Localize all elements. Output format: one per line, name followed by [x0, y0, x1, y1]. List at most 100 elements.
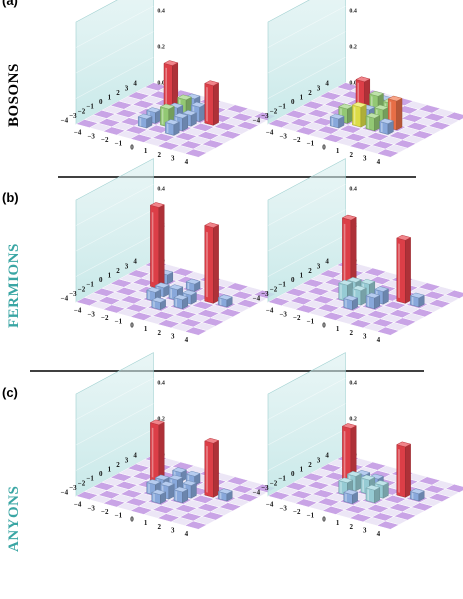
- x-tick-label: 2: [157, 523, 161, 531]
- y-tick-label: −1: [86, 475, 94, 483]
- bar-face-top: [346, 471, 362, 477]
- wall-gridline: [75, 403, 154, 446]
- x-tick-label: −1: [307, 318, 315, 326]
- bar-face-top: [387, 95, 403, 102]
- x-tick-label: 2: [349, 329, 353, 337]
- bar-face-top: [181, 480, 198, 486]
- bar-face-side: [158, 204, 165, 289]
- bar-blue: [164, 119, 180, 136]
- bar-face-front: [365, 487, 375, 504]
- bar-blue: [329, 113, 345, 129]
- bar-red: [396, 441, 412, 498]
- y-tick-label: 1: [108, 272, 112, 280]
- z-tick-label: 0.4: [157, 381, 165, 387]
- x-tick-label: 2: [157, 151, 161, 159]
- bar-face-top: [163, 60, 179, 66]
- bar-face-top: [168, 474, 184, 481]
- bar-highlight: [139, 117, 142, 126]
- bar-red: [341, 214, 357, 289]
- x-tick-label: 1: [336, 519, 340, 527]
- bar-blue: [151, 297, 167, 311]
- y-tick-label: 2: [116, 89, 120, 97]
- bar-highlight: [206, 231, 208, 298]
- x-tick-label: 2: [349, 151, 353, 159]
- x-tick-label: 3: [363, 333, 367, 341]
- x-tick-label: −4: [266, 307, 274, 315]
- bar-face-front: [352, 104, 362, 128]
- x-tick-label: 0: [130, 515, 134, 523]
- bar-highlight: [340, 284, 342, 299]
- y-tick-label: −1: [86, 103, 94, 111]
- bar-face-top: [185, 93, 201, 100]
- x-tick-label: −3: [279, 132, 287, 140]
- bar-red: [396, 234, 412, 304]
- bar-face-top: [396, 234, 412, 241]
- bar-highlight: [187, 282, 190, 290]
- z-tick-label: 0.4: [157, 9, 165, 15]
- panel-letter-c: (c): [2, 385, 18, 400]
- bar-blue: [343, 295, 359, 311]
- bar-face-top: [360, 278, 376, 285]
- y-tick-label: −2: [270, 479, 278, 487]
- bar-highlight: [367, 489, 369, 501]
- x-tick-label: −1: [307, 512, 315, 520]
- x-tick-label: 1: [336, 325, 340, 333]
- x-tick-label: −1: [115, 318, 123, 326]
- y-tick-label: 2: [308, 89, 312, 97]
- y-tick-label: 2: [308, 267, 312, 275]
- bar-face-top: [338, 279, 354, 286]
- bar-blue: [343, 489, 359, 505]
- x-tick-label: −2: [293, 136, 301, 144]
- bar-red: [149, 202, 165, 289]
- bar-face-top: [185, 278, 201, 285]
- y-tick-label: −3: [261, 484, 269, 492]
- x-tick-label: 4: [377, 158, 381, 166]
- bar-highlight: [345, 493, 347, 502]
- bar-face-top: [204, 80, 220, 86]
- bar-face-top: [351, 101, 367, 108]
- bar-face-top: [149, 419, 165, 426]
- bar-face-side: [213, 82, 219, 126]
- x-tick-label: −4: [74, 501, 82, 509]
- bar-highlight: [219, 298, 222, 306]
- y-tick-label: −3: [261, 290, 269, 298]
- x-tick-label: −2: [293, 508, 301, 516]
- wall-gridline: [75, 209, 154, 252]
- bar-face-top: [373, 480, 390, 486]
- x-tick-label: 1: [144, 147, 148, 155]
- y-tick-label: −2: [78, 107, 86, 115]
- bar-face-top: [151, 297, 167, 303]
- row-label-fermions: FERMIONS: [6, 243, 22, 328]
- wall-gridline: [267, 56, 346, 99]
- bar-face-top: [146, 479, 162, 485]
- x-tick-label: −2: [293, 314, 301, 322]
- wall-gridline: [75, 56, 154, 99]
- bar-face-side: [213, 224, 219, 304]
- bar-red: [341, 423, 357, 483]
- x-tick-label: −3: [87, 504, 95, 512]
- x-tick-label: 3: [363, 527, 367, 535]
- bar-highlight: [340, 481, 342, 494]
- y-tick-label: 2: [116, 461, 120, 469]
- bar-highlight: [411, 296, 414, 305]
- bar-face-front: [150, 204, 160, 289]
- y-tick-label: −3: [69, 290, 77, 298]
- bar-highlight: [367, 117, 369, 129]
- x-tick-label: −3: [279, 504, 287, 512]
- bar-highlight: [151, 212, 154, 283]
- z-tick-label: 0.4: [349, 381, 357, 387]
- bar-face-front: [204, 225, 214, 304]
- y-tick-label: −1: [278, 103, 286, 111]
- y-tick-label: −1: [278, 281, 286, 289]
- x-tick-label: −4: [266, 501, 274, 509]
- bar-red: [204, 222, 220, 304]
- y-tick-label: −4: [61, 489, 69, 497]
- row-label-bosons: BOSONS: [6, 63, 22, 127]
- bar-face-top: [204, 437, 220, 444]
- x-tick-label: 4: [185, 158, 189, 166]
- wall-gridline: [267, 403, 346, 446]
- bar-face-front: [396, 444, 406, 498]
- bar-highlight: [343, 430, 346, 478]
